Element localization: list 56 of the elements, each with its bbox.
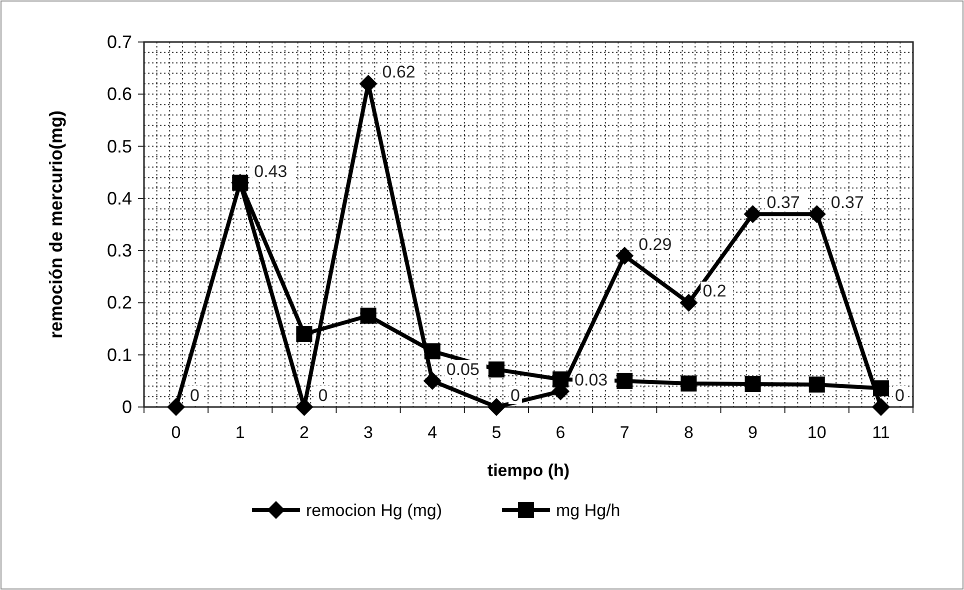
point — [744, 205, 762, 224]
point — [616, 372, 633, 389]
point — [808, 205, 826, 224]
y-axis-title: remoción de mercurio(mg) — [46, 110, 66, 339]
data-label: 0.43 — [254, 162, 288, 181]
data-label: 0.2 — [702, 282, 726, 301]
point — [552, 371, 569, 388]
y-tick-label: 0.7 — [106, 32, 132, 52]
y-tick-label: 0.3 — [106, 240, 132, 261]
legend-label: remocion Hg (mg) — [306, 501, 442, 520]
point — [680, 294, 698, 312]
x-tick-label: 4 — [428, 423, 438, 442]
point — [488, 361, 504, 378]
x-tick-label: 11 — [872, 423, 890, 442]
x-tick-label: 9 — [748, 423, 758, 442]
data-label: 0.29 — [638, 234, 672, 254]
data-label: 0.03 — [574, 370, 608, 390]
point — [680, 376, 697, 392]
x-tick-label: 6 — [556, 423, 566, 442]
y-tick-label: 0 — [122, 397, 132, 417]
x-tick-label: 0 — [171, 423, 181, 442]
data-label: 0 — [190, 386, 200, 405]
point — [424, 343, 440, 360]
point — [296, 326, 312, 342]
point — [167, 398, 186, 416]
x-tick-label: 8 — [684, 423, 694, 442]
point — [232, 174, 248, 191]
data-label: 0 — [510, 386, 520, 405]
legend-label: mg Hg/h — [556, 501, 620, 520]
point — [360, 308, 376, 324]
point — [744, 376, 761, 392]
x-axis-title: tiempo (h) — [487, 461, 570, 480]
y-tick-label: 0.4 — [106, 188, 132, 208]
point — [295, 398, 314, 416]
data-label: 0.37 — [766, 193, 800, 212]
point — [808, 376, 825, 393]
x-tick-label: 7 — [620, 423, 630, 442]
x-tick-label: 3 — [364, 423, 374, 442]
x-tick-label: 2 — [299, 423, 309, 442]
y-tick-label: 0.1 — [106, 344, 132, 365]
point — [487, 398, 506, 416]
data-label: 0 — [318, 386, 328, 405]
x-tick-label: 1 — [235, 423, 245, 442]
data-label: 0.05 — [446, 360, 480, 379]
data-label: 0.62 — [382, 62, 416, 82]
data-label: 0.37 — [830, 193, 864, 212]
point — [872, 398, 890, 416]
y-tick-label: 0.6 — [106, 84, 132, 104]
x-tick-label: 10 — [807, 423, 826, 442]
point — [872, 380, 889, 396]
y-tick-label: 0.5 — [106, 136, 132, 156]
point — [423, 372, 442, 390]
x-tick-label: 5 — [492, 423, 502, 442]
data-label: 0 — [894, 386, 904, 405]
y-tick-label: 0.2 — [106, 292, 132, 313]
point — [616, 246, 634, 265]
